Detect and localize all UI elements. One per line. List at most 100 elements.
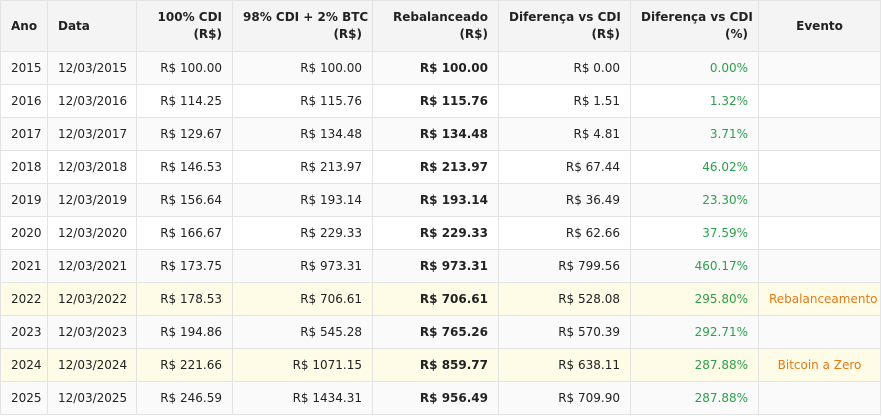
cell-cdi: R$ 173.75 [136,249,233,283]
cell-data: 12/03/2021 [47,249,137,283]
cell-cdi: R$ 221.66 [136,348,233,382]
header-rebalanceado: Rebalanceado (R$) [372,0,499,52]
table-body: 2015 12/03/2015 R$ 100.00 R$ 100.00 R$ 100.0… [0,51,881,415]
cell-btc: R$ 115.76 [232,84,373,118]
table-row: 2025 12/03/2025 R$ 246.59 R$ 1434.31 R$ 956.… [0,381,881,415]
cell-btc: R$ 213.97 [232,150,373,184]
cell-cdi: R$ 166.67 [136,216,233,250]
cell-btc: R$ 193.14 [232,183,373,217]
cell-cdi: R$ 114.25 [136,84,233,118]
cell-diferenca-pct: 46.02% [630,150,759,184]
cell-btc: R$ 100.00 [232,51,373,85]
cell-rebalanceado: R$ 193.14 [372,183,499,217]
cell-rebalanceado: R$ 956.49 [372,381,499,415]
cell-data: 12/03/2024 [47,348,137,382]
cell-cdi: R$ 156.64 [136,183,233,217]
header-diferenca-pct: Diferença vs CDI (%) [630,0,759,52]
cell-rebalanceado: R$ 229.33 [372,216,499,250]
cell-diferenca-pct: 37.59% [630,216,759,250]
cell-evento [758,381,881,415]
header-row: Ano Data 100% CDI (R$) 98% CDI + 2% BTC (R… [0,0,881,52]
cell-evento: Rebalanceamento [758,282,881,316]
cell-evento [758,117,881,151]
cell-diferenca-pct: 1.32% [630,84,759,118]
table-row: 2024 12/03/2024 R$ 221.66 R$ 1071.15 R$ 859.… [0,348,881,382]
cell-diferenca-rs: R$ 570.39 [498,315,631,349]
cell-cdi: R$ 178.53 [136,282,233,316]
cell-diferenca-rs: R$ 528.08 [498,282,631,316]
cell-data: 12/03/2019 [47,183,137,217]
header-data: Data [47,0,137,52]
cell-evento [758,315,881,349]
cell-ano: 2025 [0,381,48,415]
cell-diferenca-rs: R$ 4.81 [498,117,631,151]
cell-data: 12/03/2016 [47,84,137,118]
cell-diferenca-pct: 0.00% [630,51,759,85]
table-row: 2021 12/03/2021 R$ 173.75 R$ 973.31 R$ 973.3… [0,249,881,283]
cell-btc: R$ 973.31 [232,249,373,283]
cell-evento [758,84,881,118]
cell-rebalanceado: R$ 100.00 [372,51,499,85]
cell-cdi: R$ 129.67 [136,117,233,151]
cell-diferenca-rs: R$ 709.90 [498,381,631,415]
table-row: 2015 12/03/2015 R$ 100.00 R$ 100.00 R$ 100.0… [0,51,881,85]
cell-rebalanceado: R$ 706.61 [372,282,499,316]
cell-btc: R$ 1434.31 [232,381,373,415]
cell-diferenca-rs: R$ 1.51 [498,84,631,118]
cell-ano: 2023 [0,315,48,349]
cell-cdi: R$ 194.86 [136,315,233,349]
cell-evento [758,183,881,217]
cell-data: 12/03/2023 [47,315,137,349]
cell-diferenca-pct: 292.71% [630,315,759,349]
table-row: 2016 12/03/2016 R$ 114.25 R$ 115.76 R$ 115.7… [0,84,881,118]
cell-diferenca-pct: 287.88% [630,381,759,415]
table-row: 2022 12/03/2022 R$ 178.53 R$ 706.61 R$ 706.6… [0,282,881,316]
header-evento: Evento [758,0,881,52]
cell-ano: 2021 [0,249,48,283]
cell-data: 12/03/2020 [47,216,137,250]
cell-rebalanceado: R$ 765.26 [372,315,499,349]
header-btc: 98% CDI + 2% BTC (R$) [232,0,373,52]
cell-diferenca-rs: R$ 799.56 [498,249,631,283]
cell-diferenca-pct: 287.88% [630,348,759,382]
header-diferenca-rs: Diferença vs CDI (R$) [498,0,631,52]
cell-rebalanceado: R$ 213.97 [372,150,499,184]
table-row: 2018 12/03/2018 R$ 146.53 R$ 213.97 R$ 213.9… [0,150,881,184]
cell-ano: 2020 [0,216,48,250]
cell-diferenca-rs: R$ 0.00 [498,51,631,85]
cell-evento: Bitcoin a Zero [758,348,881,382]
cell-data: 12/03/2018 [47,150,137,184]
cell-diferenca-pct: 295.80% [630,282,759,316]
cell-ano: 2019 [0,183,48,217]
cell-data: 12/03/2015 [47,51,137,85]
cell-ano: 2022 [0,282,48,316]
cell-cdi: R$ 246.59 [136,381,233,415]
table-row: 2020 12/03/2020 R$ 166.67 R$ 229.33 R$ 229.3… [0,216,881,250]
cell-diferenca-pct: 460.17% [630,249,759,283]
cell-data: 12/03/2022 [47,282,137,316]
cell-evento [758,51,881,85]
cell-btc: R$ 134.48 [232,117,373,151]
cell-diferenca-rs: R$ 638.11 [498,348,631,382]
cell-rebalanceado: R$ 115.76 [372,84,499,118]
cell-rebalanceado: R$ 134.48 [372,117,499,151]
table-row: 2023 12/03/2023 R$ 194.86 R$ 545.28 R$ 765.2… [0,315,881,349]
cell-cdi: R$ 100.00 [136,51,233,85]
cell-ano: 2015 [0,51,48,85]
cell-cdi: R$ 146.53 [136,150,233,184]
cell-evento [758,150,881,184]
cell-data: 12/03/2025 [47,381,137,415]
cell-diferenca-rs: R$ 62.66 [498,216,631,250]
header-cdi: 100% CDI (R$) [136,0,233,52]
cell-btc: R$ 229.33 [232,216,373,250]
cell-btc: R$ 706.61 [232,282,373,316]
cell-evento [758,249,881,283]
cell-diferenca-pct: 23.30% [630,183,759,217]
cell-diferenca-pct: 3.71% [630,117,759,151]
cell-evento [758,216,881,250]
cell-ano: 2018 [0,150,48,184]
cell-btc: R$ 545.28 [232,315,373,349]
cell-ano: 2024 [0,348,48,382]
cell-diferenca-rs: R$ 67.44 [498,150,631,184]
